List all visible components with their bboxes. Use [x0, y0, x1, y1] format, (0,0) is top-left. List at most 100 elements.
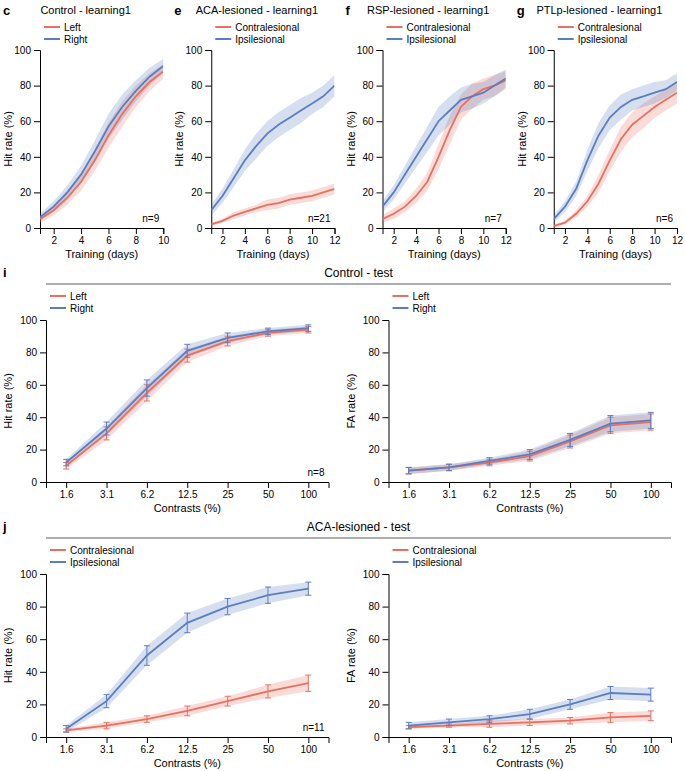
y-tick-mark — [34, 157, 40, 158]
y-tick-mark — [377, 157, 383, 158]
x-tick-label: 12 — [329, 235, 341, 246]
error-bar — [63, 459, 69, 465]
y-tick: 40 — [26, 412, 46, 423]
y-tick-label: 20 — [26, 444, 38, 455]
x-tick: 3.1 — [100, 482, 114, 500]
y-tick-mark — [205, 50, 211, 51]
legend-swatch — [393, 307, 409, 309]
y-tick: 60 — [534, 116, 554, 127]
x-axis-line — [41, 229, 164, 235]
legend-label: Left — [64, 22, 81, 33]
y-axis: 020406080100 — [528, 45, 554, 234]
y-tick-label: 60 — [26, 380, 38, 391]
y-tick: 40 — [362, 152, 382, 163]
legend-label: Left — [413, 291, 430, 302]
y-tick-mark — [548, 86, 554, 87]
legend-label: Left — [70, 291, 87, 302]
y-tick: 80 — [191, 80, 211, 91]
x-tick-label: 4 — [585, 235, 591, 246]
y-tick: 80 — [368, 347, 388, 358]
x-tick-label: 1.6 — [402, 744, 416, 755]
x-tick: 2 — [51, 228, 57, 246]
y-tick: 80 — [26, 347, 46, 358]
error-bar — [104, 422, 110, 435]
x-tick-label: 100 — [643, 489, 660, 500]
x-tick-mark — [530, 737, 531, 743]
x-tick-label: 12.5 — [521, 489, 541, 500]
x-tick: 12.5 — [521, 482, 541, 500]
error-bar — [607, 416, 613, 432]
x-tick-label: 6.2 — [483, 489, 497, 500]
x-tick: 6 — [106, 228, 112, 246]
plot-area — [63, 582, 311, 732]
x-tick-label: 25 — [565, 744, 577, 755]
error-bar — [648, 412, 654, 428]
x-tick: 12.5 — [521, 737, 541, 755]
legend-item: Contralesional — [215, 22, 299, 33]
x-tick: 2 — [220, 228, 226, 246]
y-tick-label: 40 — [368, 667, 380, 678]
y-tick-mark — [40, 417, 46, 418]
legend-item: Right — [393, 303, 437, 314]
y-tick-label: 20 — [534, 187, 546, 198]
y-axis: 020406080100 — [363, 315, 389, 488]
x-tick-label: 12.5 — [178, 744, 198, 755]
chart-title: ACA-lesioned - learning1 — [196, 4, 318, 16]
x-tick-mark — [267, 228, 268, 234]
sample-size: n=11 — [303, 722, 325, 733]
y-tick-label: 60 — [368, 634, 380, 645]
y-tick-mark — [548, 192, 554, 193]
y-axis-line — [383, 575, 390, 738]
x-tick: 10 — [158, 228, 170, 246]
x-tick-mark — [409, 737, 410, 743]
y-tick-mark — [548, 121, 554, 122]
x-axis: 24681012 — [554, 228, 683, 246]
plot-area — [383, 70, 506, 223]
y-tick: 40 — [191, 152, 211, 163]
legend-item: Contralesional — [558, 22, 642, 33]
x-tick-mark — [245, 228, 246, 234]
y-tick-label: 0 — [31, 732, 37, 743]
panel-label: j — [2, 519, 7, 534]
x-tick-label: 3.1 — [100, 489, 114, 500]
error-bar — [144, 380, 150, 396]
x-tick-label: 10 — [158, 235, 170, 246]
panel: 02040608010024681012n=6 — [528, 45, 683, 246]
x-tick: 25 — [565, 737, 577, 755]
y-axis-title: Hit rate (%) — [345, 111, 357, 167]
x-tick-mark — [187, 737, 188, 743]
y-axis: 020406080100 — [186, 45, 212, 234]
plot-area — [211, 75, 334, 226]
x-tick-label: 12.5 — [521, 744, 541, 755]
y-axis-line — [383, 321, 390, 483]
error-bar — [265, 328, 271, 334]
x-axis-title: Training (days) — [65, 248, 138, 260]
error-band — [66, 325, 308, 466]
x-tick-mark — [312, 228, 313, 234]
error-bar — [305, 582, 311, 595]
legend-swatch — [558, 26, 574, 28]
y-tick-mark — [383, 639, 389, 640]
y-tick: 0 — [31, 732, 46, 743]
y-tick-label: 20 — [26, 699, 38, 710]
x-tick-mark — [530, 482, 531, 488]
x-tick: 12 — [501, 228, 513, 246]
y-tick-label: 40 — [26, 412, 38, 423]
x-tick-label: 8 — [134, 235, 140, 246]
series-line — [66, 328, 308, 462]
y-tick: 80 — [20, 80, 40, 91]
title-rule — [46, 284, 671, 285]
y-tick-label: 60 — [534, 116, 546, 127]
legend-label: Contralesional — [235, 22, 299, 33]
y-tick-label: 80 — [191, 80, 203, 91]
y-tick-mark — [34, 192, 40, 193]
x-tick-mark — [610, 482, 611, 488]
x-tick-label: 10 — [307, 235, 319, 246]
panel-label: i — [3, 265, 7, 280]
error-bar — [265, 587, 271, 603]
x-tick-label: 12.5 — [178, 489, 198, 500]
legend-swatch — [215, 26, 231, 28]
series-line — [409, 420, 651, 470]
y-tick: 20 — [368, 699, 388, 710]
panel-label: c — [3, 3, 10, 18]
